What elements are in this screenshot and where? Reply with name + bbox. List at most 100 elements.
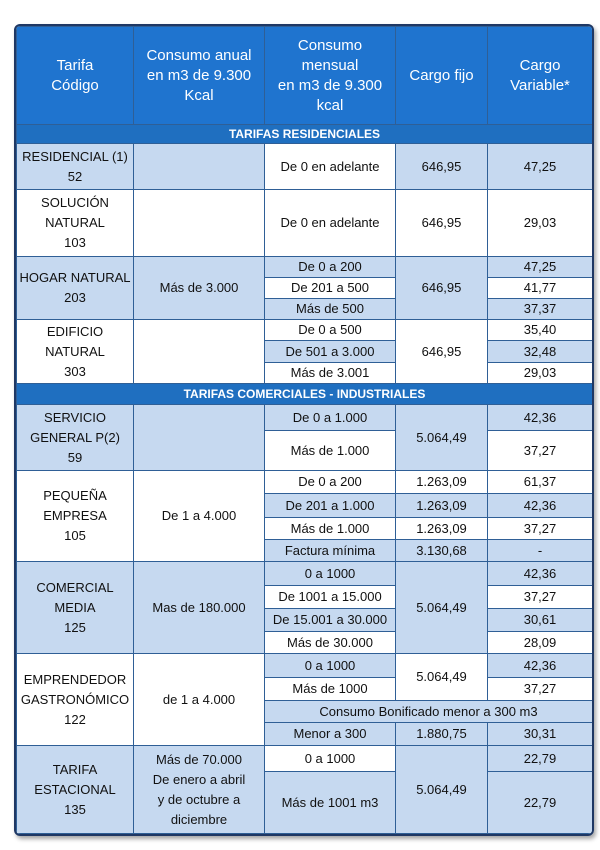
variable: 47,25 [487,143,592,190]
row: SOLUCIÓN NATURAL 103 De 0 en adelante 646… [16,189,592,257]
variable: 30,61 [487,608,592,632]
range: Más de 30.000 [264,631,396,654]
header-cell: Consumo anual en m3 de 9.300 Kcal [133,26,265,125]
annual: De 1 a 4.000 [133,470,265,562]
tariff-name: HOGAR NATURAL 203 [16,256,134,320]
row: De 1001 a 15.000 37,27 [17,585,592,609]
tariff-name: COMERCIAL MEDIA 125 [16,561,134,654]
row: TARIFA ESTACIONAL 135 Más de 70.000 De en… [16,745,592,834]
annual [133,319,265,384]
row: Más de 500 37,37 [17,298,592,320]
range: 0 a 1000 [264,653,396,678]
variable: 29,03 [487,362,592,384]
row: EDIFICIO NATURAL 303 De 0 a 500 646,95 35… [16,319,592,384]
variable: 22,79 [487,745,592,772]
code: 59 [67,449,83,465]
fixed: 646,95 [395,256,488,320]
tariff-table: Tarifa Código Consumo anual en m3 de 9.3… [16,26,592,834]
range: Más de 500 [264,298,396,320]
name: COMERCIAL MEDIA [36,579,114,615]
fixed: 1.263,09 [395,493,488,518]
code: 125 [64,619,86,635]
code: 122 [64,711,86,727]
variable: 37,37 [487,298,592,320]
variable: 41,77 [487,277,592,299]
variable: 32,48 [487,340,592,363]
row: COMERCIAL MEDIA 125 Mas de 180.000 0 a 10… [16,561,592,654]
row: HOGAR NATURAL 203 Más de 3.000 De 0 a 200… [16,256,592,320]
row: Factura mínima 3.130,68 - [17,539,592,562]
name: TARIFA ESTACIONAL [34,761,116,797]
range: Más de 1.000 [264,517,396,540]
variable: 42,36 [487,561,592,586]
variable: 35,40 [487,319,592,341]
fixed: 1.263,09 [395,470,488,494]
variable: 42,36 [487,493,592,518]
range: 0 a 1000 [264,561,396,586]
range: De 0 a 500 [264,319,396,341]
section-title: TARIFAS RESIDENCIALES [16,124,592,144]
row: De 201 a 1.000 1.263,09 42,36 [17,493,592,518]
tariff-name: PEQUEÑA EMPRESA 105 [16,470,134,562]
variable: 29,03 [487,189,592,257]
row: EMPRENDEDOR GASTRONÓMICO 122 de 1 a 4.000… [16,653,592,746]
range: De 0 en adelante [264,143,396,190]
section-row: TARIFAS COMERCIALES - INDUSTRIALES [16,383,592,405]
header-cell: Cargo Variable* [487,26,592,125]
fixed: 646,95 [395,189,488,257]
range: De 1001 a 15.000 [264,585,396,609]
range: Más de 1001 m3 [264,771,396,834]
code: 303 [64,363,86,379]
name: PEQUEÑA EMPRESA [43,488,107,523]
range: De 201 a 1.000 [264,493,396,518]
tariff-name: SOLUCIÓN NATURAL 103 [16,189,134,257]
variable: 37,27 [487,430,592,471]
header-cell: Cargo fijo [395,26,488,125]
annual [133,189,265,257]
annual [133,143,265,190]
header-cell: Tarifa Código [16,26,134,125]
variable: - [487,539,592,562]
variable: 37,27 [487,677,592,701]
range: De 0 en adelante [264,189,396,257]
variable: 42,36 [487,404,592,431]
range: Más de 1000 [264,677,396,701]
bonus-note: Consumo Bonificado menor a 300 m3 [264,700,592,723]
row: Más de 1001 m3 22,79 [17,771,592,834]
row: RESIDENCIAL (1) 52 De 0 en adelante 646,9… [16,143,592,190]
fixed: 3.130,68 [395,539,488,562]
variable: 30,31 [487,722,592,746]
fixed: 1.880,75 [395,722,488,746]
range: De 0 a 200 [264,256,396,278]
code: 135 [64,801,86,817]
section-row: TARIFAS RESIDENCIALES [16,124,592,144]
annual: Más de 3.000 [133,256,265,320]
fixed: 646,95 [395,319,488,384]
range: Más de 1.000 [264,430,396,471]
annual [133,404,265,471]
tariff-name: EDIFICIO NATURAL 303 [16,319,134,384]
name: RESIDENCIAL (1) [22,148,128,164]
variable: 61,37 [487,470,592,494]
range: De 501 a 3.000 [264,340,396,363]
range: De 201 a 500 [264,277,396,299]
fixed: 1.263,09 [395,517,488,540]
name: SERVICIO GENERAL P(2) [30,409,120,445]
range: Más de 3.001 [264,362,396,384]
tariff-table-frame: Tarifa Código Consumo anual en m3 de 9.3… [14,24,594,836]
header-cell: Consumo mensual en m3 de 9.300 kcal [264,26,396,125]
row: Más de 30.000 28,09 [17,631,592,654]
variable: 37,27 [487,585,592,609]
row: PEQUEÑA EMPRESA 105 De 1 a 4.000 De 0 a 2… [16,470,592,562]
variable: 22,79 [487,771,592,834]
code: 103 [64,235,86,250]
annual: de 1 a 4.000 [133,653,265,746]
row: Más de 1.000 37,27 [17,430,592,471]
fixed: 5.064,49 [395,561,488,654]
tariff-name: RESIDENCIAL (1) 52 [16,143,134,190]
tariff-name: SERVICIO GENERAL P(2) 59 [16,404,134,471]
range: Menor a 300 [264,722,396,746]
range: De 15.001 a 30.000 [264,608,396,632]
fixed: 646,95 [395,143,488,190]
